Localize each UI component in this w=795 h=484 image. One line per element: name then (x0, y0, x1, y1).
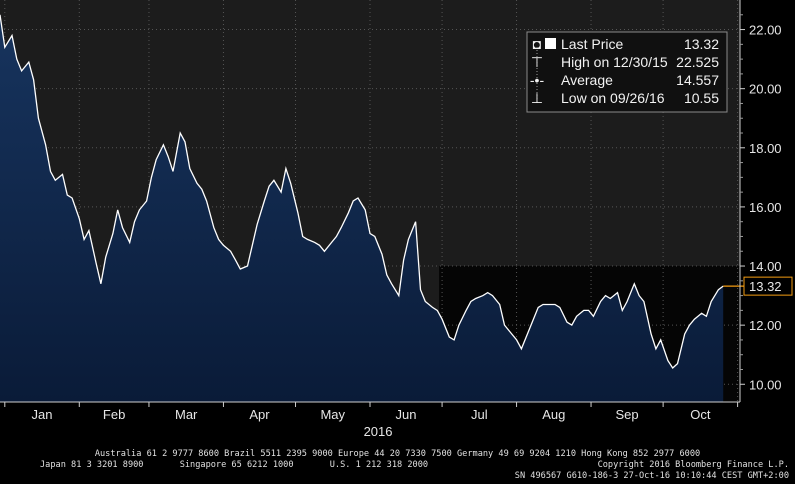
y-tick-label: 16.00 (749, 200, 782, 215)
legend-symbol-icon: ⊥ (531, 90, 543, 106)
legend-value: 13.32 (684, 36, 719, 52)
legend: ◘ Last Price 13.32 ⊤ High on 12/30/15 22.525 -… (526, 31, 728, 113)
last-price-tag: 13.32 (743, 276, 793, 296)
legend-symbol-icon: ⊤ (531, 54, 543, 70)
x-tick-label: Mar (175, 407, 198, 422)
x-tick-label: Apr (249, 407, 270, 422)
footer-copyright: Copyright 2016 Bloomberg Finance L.P. (597, 460, 789, 470)
legend-label: Low on 09/26/16 (561, 90, 665, 106)
legend-value: 14.557 (676, 72, 719, 88)
x-tick-label: Jul (471, 407, 488, 422)
legend-symbol-icon: -•- (530, 72, 545, 88)
x-axis-ticks: Jan Feb Mar Apr May Jun Jul Aug Sep Oct (4, 402, 739, 422)
x-axis-year-label: 2016 (364, 424, 393, 439)
y-axis-ticks: 10.00 12.00 14.00 16.00 18.00 20.00 22.00 (740, 14, 782, 392)
legend-symbol-icon: ◘ (533, 36, 541, 52)
x-tick-label: Jan (32, 407, 53, 422)
legend-last-price-swatch (545, 38, 556, 49)
x-tick-label: May (320, 407, 345, 422)
legend-value: 22.525 (676, 54, 719, 70)
x-tick-label: Jun (396, 407, 417, 422)
y-tick-label: 10.00 (749, 377, 782, 392)
price-line (0, 14, 724, 369)
y-tick-label: 14.00 (749, 259, 782, 274)
footer-phone-line-2: Japan 81 3 3201 8900 Singapore 65 6212 1… (40, 460, 429, 470)
footer-serial: SN 496567 G610-186-3 27-Oct-16 10:10:44 … (514, 471, 789, 481)
y-tick-label: 22.00 (749, 23, 782, 38)
y-tick-label: 12.00 (749, 318, 782, 333)
last-price-value: 13.32 (749, 279, 782, 294)
y-tick-label: 18.00 (749, 141, 782, 156)
footer-phone-line-1: Australia 61 2 9777 8600 Brazil 5511 239… (94, 449, 701, 459)
legend-label: High on 12/30/15 (561, 54, 668, 70)
legend-label: Last Price (561, 36, 623, 52)
legend-box (526, 31, 728, 113)
x-tick-label: Aug (542, 407, 565, 422)
price-chart: 10.00 12.00 14.00 16.00 18.00 20.00 22.00 Jan F… (0, 0, 793, 439)
x-tick-label: Feb (103, 407, 125, 422)
legend-label: Average (561, 72, 613, 88)
y-tick-label: 20.00 (749, 82, 782, 97)
x-tick-label: Sep (616, 407, 639, 422)
x-tick-label: Oct (690, 407, 711, 422)
legend-value: 10.55 (684, 90, 719, 106)
